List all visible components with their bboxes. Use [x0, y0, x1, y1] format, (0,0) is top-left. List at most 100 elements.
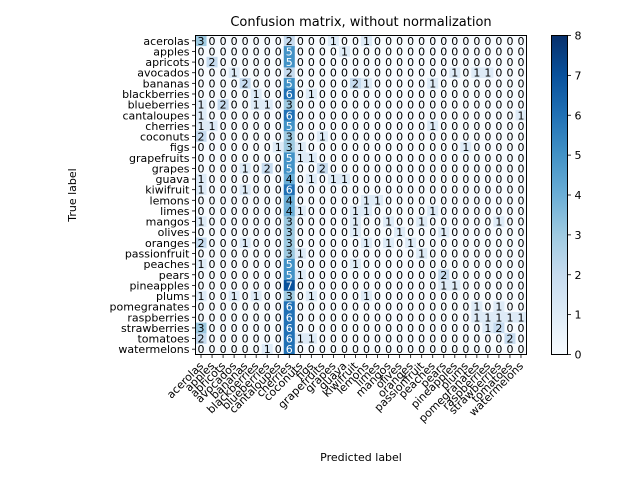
cell-value-label: 0: [374, 45, 381, 58]
heatmap-cell: [239, 269, 251, 281]
heatmap-cell: [294, 184, 307, 196]
heatmap-cell: [228, 56, 240, 68]
cell-value-label: 0: [484, 152, 491, 165]
cell-value-label: 0: [385, 247, 392, 260]
heatmap-cell: [349, 280, 362, 291]
cell-value-label: 0: [462, 99, 469, 112]
heatmap-cell: [416, 109, 428, 121]
cell-value-label: 0: [352, 67, 359, 80]
cell-value-label: 0: [462, 258, 469, 271]
cell-value-label: 0: [198, 205, 205, 218]
cell-value-label: 1: [231, 290, 238, 303]
cell-value-label: 0: [462, 194, 469, 207]
heatmap-cell: [338, 343, 351, 355]
cell-value-label: 0: [253, 162, 260, 175]
cell-value-label: 0: [352, 322, 359, 335]
cell-value-label: 0: [473, 173, 480, 186]
heatmap-cell: [427, 237, 439, 249]
heatmap-cell: [515, 269, 527, 281]
heatmap-cell: [460, 46, 472, 58]
cell-value-label: 3: [198, 35, 205, 48]
heatmap-cell: [261, 322, 274, 334]
cell-value-label: 0: [418, 258, 425, 271]
cell-value-label: 0: [429, 290, 436, 303]
cell-value-label: 0: [451, 35, 458, 48]
heatmap-cell: [515, 78, 527, 89]
heatmap-cell: [438, 322, 450, 334]
cell-value-label: 0: [484, 109, 491, 122]
heatmap-cell: [493, 216, 505, 228]
cell-value-label: 0: [484, 131, 491, 144]
heatmap-cell: [405, 258, 417, 270]
heatmap-cell: [294, 311, 307, 323]
cell-value-label: 0: [451, 173, 458, 186]
heatmap-cell: [250, 88, 262, 100]
heatmap-cell: [272, 35, 285, 47]
heatmap-cell: [372, 56, 384, 68]
heatmap-cell: [316, 173, 329, 185]
heatmap-cell: [449, 311, 461, 323]
y-tick-label: kiwifruit: [145, 184, 190, 197]
heatmap-cell: [361, 78, 373, 89]
heatmap-cell: [283, 163, 296, 175]
heatmap-cell: [316, 311, 329, 323]
x-axis-label: Predicted label: [320, 451, 402, 464]
heatmap-cell: [405, 141, 417, 153]
cell-value-label: 0: [440, 35, 447, 48]
heatmap-cell: [504, 248, 516, 260]
cell-value-label: 0: [429, 226, 436, 239]
heatmap-cell: [195, 343, 207, 355]
heatmap-cell: [305, 226, 318, 238]
cell-value-label: 0: [418, 109, 425, 122]
cell-value-label: 0: [407, 67, 414, 80]
cell-value-label: 0: [209, 301, 216, 314]
heatmap-cell: [471, 184, 483, 196]
heatmap-cell: [383, 290, 395, 302]
heatmap-cell: [327, 109, 340, 121]
heatmap-cell: [372, 78, 384, 89]
heatmap-cell: [460, 205, 472, 217]
cell-value-label: 0: [319, 56, 326, 69]
heatmap-cell: [316, 99, 329, 111]
heatmap-cell: [349, 269, 362, 281]
heatmap-cell: [327, 67, 340, 79]
heatmap-cell: [515, 301, 527, 313]
heatmap-cell: [283, 322, 296, 334]
heatmap-cell: [217, 226, 229, 238]
heatmap-cell: [239, 46, 251, 58]
heatmap-cell: [316, 280, 329, 291]
cell-value-label: 0: [330, 131, 337, 144]
heatmap-cell: [427, 99, 439, 111]
heatmap-cell: [482, 141, 494, 153]
cell-value-label: 0: [330, 141, 337, 154]
cell-value-label: 0: [396, 322, 403, 335]
heatmap-cell: [449, 226, 461, 238]
heatmap-cell: [460, 237, 472, 249]
heatmap-cell: [449, 99, 461, 111]
heatmap-cell: [195, 141, 207, 153]
cell-value-label: 0: [506, 269, 513, 282]
heatmap-cell: [239, 258, 251, 270]
cell-value-label: 0: [209, 88, 216, 101]
heatmap-cell: [250, 35, 262, 47]
cell-value-label: 0: [297, 131, 304, 144]
heatmap-cell: [239, 88, 251, 100]
cell-value-label: 0: [231, 311, 238, 324]
heatmap-cell: [305, 269, 318, 281]
heatmap-cell: [239, 56, 251, 68]
heatmap-cell: [372, 343, 384, 355]
cell-value-label: 0: [396, 216, 403, 229]
cell-value-label: 0: [341, 56, 348, 69]
heatmap-cell: [372, 35, 384, 47]
heatmap-cell: [504, 195, 516, 206]
cell-value-label: 0: [231, 35, 238, 48]
heatmap-cell: [449, 322, 461, 334]
cell-value-label: 0: [297, 322, 304, 335]
heatmap-cell: [316, 35, 329, 47]
cell-value-label: 0: [319, 152, 326, 165]
cell-value-label: 0: [517, 77, 524, 90]
cell-value-label: 0: [264, 120, 271, 133]
cell-value-label: 0: [451, 205, 458, 218]
heatmap-cell: [504, 131, 516, 143]
heatmap-cell: [272, 152, 285, 164]
